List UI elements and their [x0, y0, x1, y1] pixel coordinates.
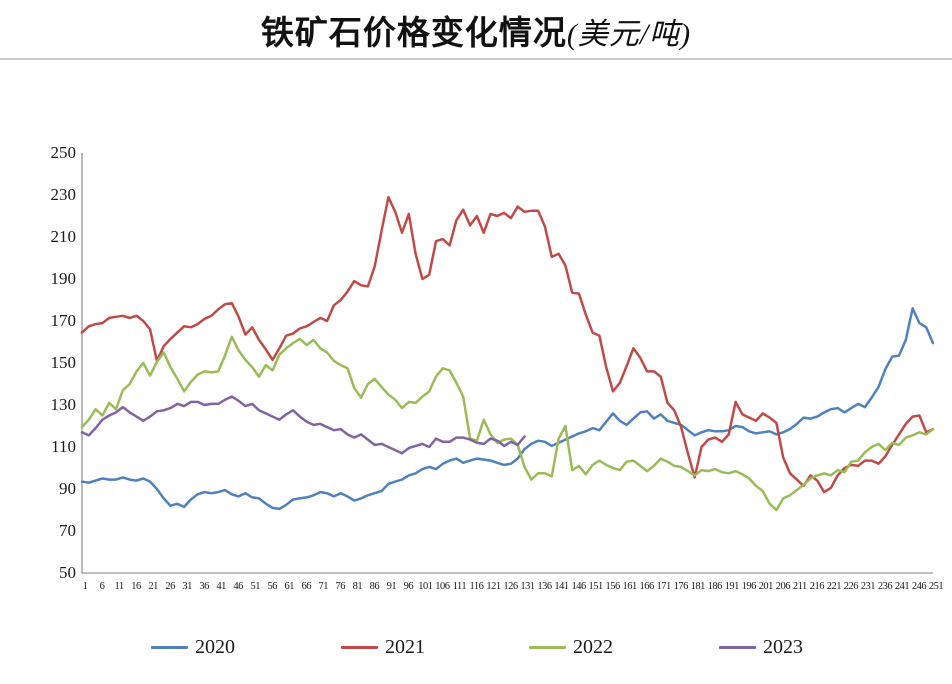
- x-axis-tick-label: 6: [99, 581, 105, 592]
- x-axis-tick-label: 241: [894, 581, 910, 592]
- x-axis-tick-label: 111: [452, 581, 467, 592]
- legend-label-2023: 2023: [763, 635, 803, 658]
- x-axis-tick-label: 126: [503, 581, 518, 592]
- x-axis-tick-label: 131: [520, 581, 535, 592]
- y-axis-tick-label: 150: [50, 353, 77, 372]
- legend-item-2023: 2023: [719, 634, 803, 660]
- chart-title: 铁矿石价格变化情况(美元/吨): [0, 6, 952, 54]
- x-axis-tick-label: 21: [148, 581, 158, 592]
- x-axis-tick-label: 26: [165, 581, 175, 592]
- x-axis-tick-label: 46: [233, 581, 243, 592]
- x-axis-tick-label: 211: [792, 581, 807, 592]
- x-axis-tick-label: 136: [537, 581, 552, 592]
- x-axis-tick-label: 246: [911, 581, 927, 592]
- legend-label-2021: 2021: [385, 635, 425, 658]
- x-axis-tick-label: 231: [860, 581, 876, 592]
- series-line-2023: [80, 395, 526, 455]
- series-line-2020: [80, 307, 935, 511]
- x-axis-tick-label: 1: [82, 581, 88, 592]
- x-axis-tick-label: 11: [114, 581, 124, 592]
- x-axis-tick-label: 156: [605, 581, 620, 592]
- x-axis-tick-label: 71: [318, 581, 329, 592]
- x-axis-tick-label: 196: [741, 581, 757, 592]
- legend-item-2020: 2020: [151, 634, 235, 660]
- x-axis-tick-label: 106: [435, 581, 450, 592]
- x-axis-tick-label: 61: [284, 581, 294, 592]
- x-axis-tick-label: 36: [199, 581, 209, 592]
- x-axis-tick-label: 101: [418, 581, 433, 592]
- x-axis-tick-label: 51: [250, 581, 260, 592]
- chart-title-unit: (美元/吨): [566, 18, 692, 51]
- x-axis-tick-label: 166: [639, 581, 655, 592]
- legend-label-2022: 2022: [573, 635, 613, 658]
- legend-swatch-2022: [529, 645, 566, 649]
- series-line-2021: [80, 195, 935, 494]
- y-axis-tick-label: 70: [59, 521, 76, 540]
- legend-label-2020: 2020: [195, 635, 235, 658]
- x-axis-tick-label: 191: [724, 581, 740, 592]
- axis-lines: [81, 153, 933, 574]
- x-axis-tick-label: 206: [775, 581, 791, 592]
- chart-title-text: 铁矿石价格变化情况: [260, 14, 567, 51]
- x-axis-tick-label: 81: [352, 581, 363, 592]
- y-axis-tick-label: 90: [59, 479, 76, 498]
- x-axis-tick-label: 216: [809, 581, 825, 592]
- x-axis-tick-label: 141: [554, 581, 569, 592]
- x-axis-tick-label: 86: [369, 581, 380, 592]
- x-axis-tick-label: 66: [301, 581, 312, 592]
- x-axis-tick-label: 56: [267, 581, 277, 592]
- x-axis-tick-label: 161: [622, 581, 638, 592]
- x-axis-tick-label: 171: [656, 581, 672, 592]
- x-axis-tick-label: 76: [335, 581, 346, 592]
- legend-swatch-2020: [151, 645, 188, 649]
- y-axis-tick-label: 50: [59, 563, 76, 582]
- series-line-2022: [80, 335, 935, 512]
- x-axis-tick-label: 226: [843, 581, 859, 592]
- x-axis-tick-label: 236: [877, 581, 893, 592]
- y-axis-tick-label: 170: [50, 311, 77, 330]
- y-axis-tick-label: 190: [50, 269, 77, 288]
- title-divider-line: [0, 58, 952, 60]
- x-axis-tick-label: 251: [928, 581, 944, 592]
- x-axis-tick-label: 121: [486, 581, 501, 592]
- x-axis-tick-label: 31: [182, 581, 192, 592]
- x-axis-tick-label: 176: [673, 581, 689, 592]
- x-axis-tick-label: 146: [571, 581, 586, 592]
- x-axis-tick-label: 16: [131, 581, 141, 592]
- x-axis-tick-label: 91: [386, 581, 397, 592]
- x-axis-tick-label: 181: [690, 581, 706, 592]
- y-axis-tick-label: 250: [50, 143, 77, 162]
- y-axis-tick-label: 210: [50, 227, 77, 246]
- x-axis-tick-label: 116: [469, 581, 484, 592]
- legend-swatch-2021: [341, 645, 378, 649]
- y-axis-tick-label: 230: [50, 185, 77, 204]
- x-axis-tick-label: 41: [216, 581, 226, 592]
- x-axis-tick-label: 221: [826, 581, 842, 592]
- x-axis-tick-label: 96: [403, 581, 414, 592]
- legend-item-2021: 2021: [341, 634, 425, 660]
- y-axis-tick-label: 130: [50, 395, 77, 414]
- legend-swatch-2023: [719, 645, 756, 649]
- x-axis-tick-label: 201: [758, 581, 774, 592]
- x-axis-tick-label: 186: [707, 581, 723, 592]
- x-axis-tick-label: 151: [588, 581, 603, 592]
- y-axis-tick-label: 110: [51, 437, 76, 456]
- legend-item-2022: 2022: [529, 634, 613, 660]
